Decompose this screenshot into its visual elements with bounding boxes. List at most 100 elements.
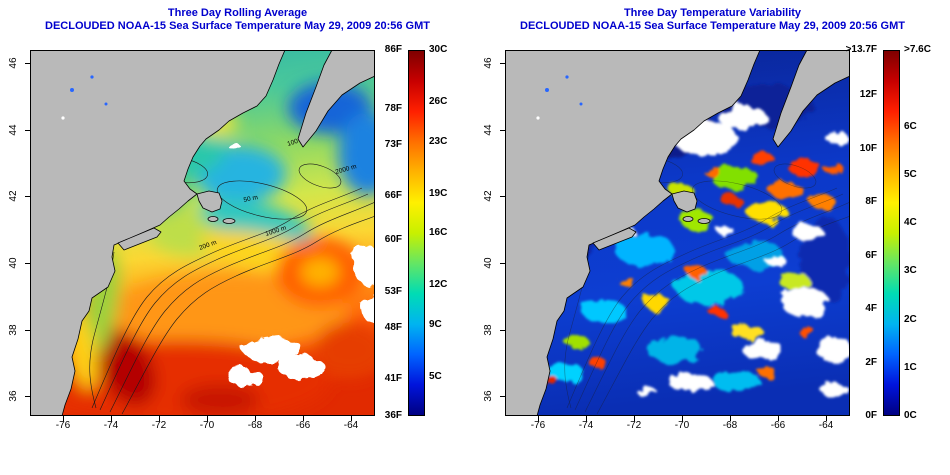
tick-mark [25,263,30,264]
x-tick-label: -68 [247,420,263,431]
colorbar-label-f: 78F [384,102,402,114]
x-tick-label: -74 [578,420,594,431]
y-tick-label: 44 [8,124,19,136]
colorbar-label-c: 5C [904,169,917,181]
sst-average-panel: Three Day Rolling Average DECLOUDED NOAA… [8,7,447,431]
tick-mark [351,416,352,421]
right-panel-title: Three Day Temperature Variability [623,7,802,19]
tick-mark [500,63,505,64]
colorbar-label-c: 0C [904,410,917,421]
right-panel-subtitle: DECLOUDED NOAA-15 Sea Surface Temperatur… [520,20,905,32]
x-tick-label: -66 [770,420,786,431]
colorbar-label-f: 66F [384,190,402,202]
colorbar-label-f: 41F [384,373,402,385]
tick-mark [25,130,30,131]
colorbar-label-c: >7.6C [904,44,931,55]
colorbar-label-f: 53F [384,285,402,297]
colorbar-label-f: 73F [384,139,402,151]
colorbar-label-c: 6C [904,121,917,133]
sst-average-map: 100 m 2000 m 50 m 200 m 50 m 1000 m [30,50,375,416]
tick-mark [207,416,208,421]
tick-mark [500,263,505,264]
colorbar-label-c: 1C [904,361,917,373]
colorbar-fahrenheit-labels: >13.7F 12F 10F 8F 6F 4F 2F 0F [827,44,879,421]
colorbar-label-c: 12C [429,279,448,291]
colorbar-label-c: 30C [429,44,448,55]
tick-mark [730,416,731,421]
colorbar-label-c: 4C [904,217,917,229]
tick-mark [500,130,505,131]
tick-mark [682,416,683,421]
colorbar-label-f: 86F [384,44,402,55]
colorbar-label-f: 2F [865,356,877,368]
sst-variability-map [505,50,850,416]
tick-mark [111,416,112,421]
colorbar-label-f: 8F [865,196,877,208]
colorbar-label-c: 9C [429,318,442,330]
tick-mark [25,63,30,64]
colorbar-label-c: 26C [429,96,448,108]
x-tick-label: -64 [818,420,834,431]
tick-mark [500,196,505,197]
colorbar-label-f: 12F [859,89,877,101]
y-tick-label: 40 [483,257,494,269]
x-tick-label: -66 [295,420,311,431]
colorbar-celsius-labels: 30C 26C 23C 19C 16C 12C 9C 5C [429,44,479,416]
y-tick-label: 46 [483,57,494,69]
colorbar-label-c: 5C [429,370,442,382]
colorbar-celsius-labels: >7.6C 6C 5C 4C 3C 2C 1C 0C [904,44,950,421]
tick-mark [634,416,635,421]
map-border [505,50,850,416]
left-map-area: 100 m 2000 m 50 m 200 m 50 m 1000 m [30,50,375,416]
temperature-colorbar [408,50,425,416]
x-tick-label: -72 [151,420,167,431]
x-tick-label: -70 [674,420,690,431]
x-tick-label: -72 [626,420,642,431]
y-tick-label: 42 [8,190,19,202]
colorbar-label-c: 16C [429,227,448,238]
y-tick-label: 36 [483,390,494,402]
tick-mark [159,416,160,421]
x-tick-label: -64 [343,420,359,431]
colorbar-fahrenheit-labels: 86F 78F 73F 66F 60F 53F 48F 41F 36F [352,44,404,421]
colorbar-label-f: >13.7F [845,44,877,55]
x-tick-label: -70 [199,420,215,431]
colorbar-label-c: 3C [904,265,917,277]
tick-mark [63,416,64,421]
tick-mark [303,416,304,421]
tick-mark [826,416,827,421]
tick-mark [500,330,505,331]
map-border [30,50,375,416]
tick-mark [25,196,30,197]
x-tick-label: -68 [722,420,738,431]
right-map-area [505,50,850,416]
y-tick-label: 36 [8,390,19,402]
tick-mark [538,416,539,421]
contour-label: 50 m [243,194,259,204]
colorbar-label-f: 60F [384,234,402,246]
tick-mark [586,416,587,421]
y-tick-label: 42 [483,190,494,202]
tick-mark [500,396,505,397]
colorbar-label-f: 6F [865,249,877,261]
y-tick-label: 38 [8,324,19,336]
colorbar-label-c: 23C [429,135,448,147]
y-tick-label: 44 [483,124,494,136]
colorbar-label-c: 19C [429,187,448,199]
y-tick-label: 38 [483,324,494,336]
tick-mark [25,396,30,397]
colorbar-label-c: 2C [904,313,917,325]
x-tick-label: -74 [103,420,119,431]
y-tick-label: 40 [8,257,19,269]
sst-variability-panel: Three Day Temperature Variability DECLOU… [475,0,950,475]
x-tick-label: -76 [530,420,546,431]
colorbar-label-f: 0F [865,410,877,421]
x-tick-label: -76 [55,420,71,431]
colorbar-label-f: 36F [384,410,402,421]
tick-mark [778,416,779,421]
colorbar-label-f: 4F [865,303,877,315]
left-panel-title: Three Day Rolling Average [167,7,308,19]
tick-mark [255,416,256,421]
left-panel-subtitle: DECLOUDED NOAA-15 Sea Surface Temperatur… [45,20,430,32]
